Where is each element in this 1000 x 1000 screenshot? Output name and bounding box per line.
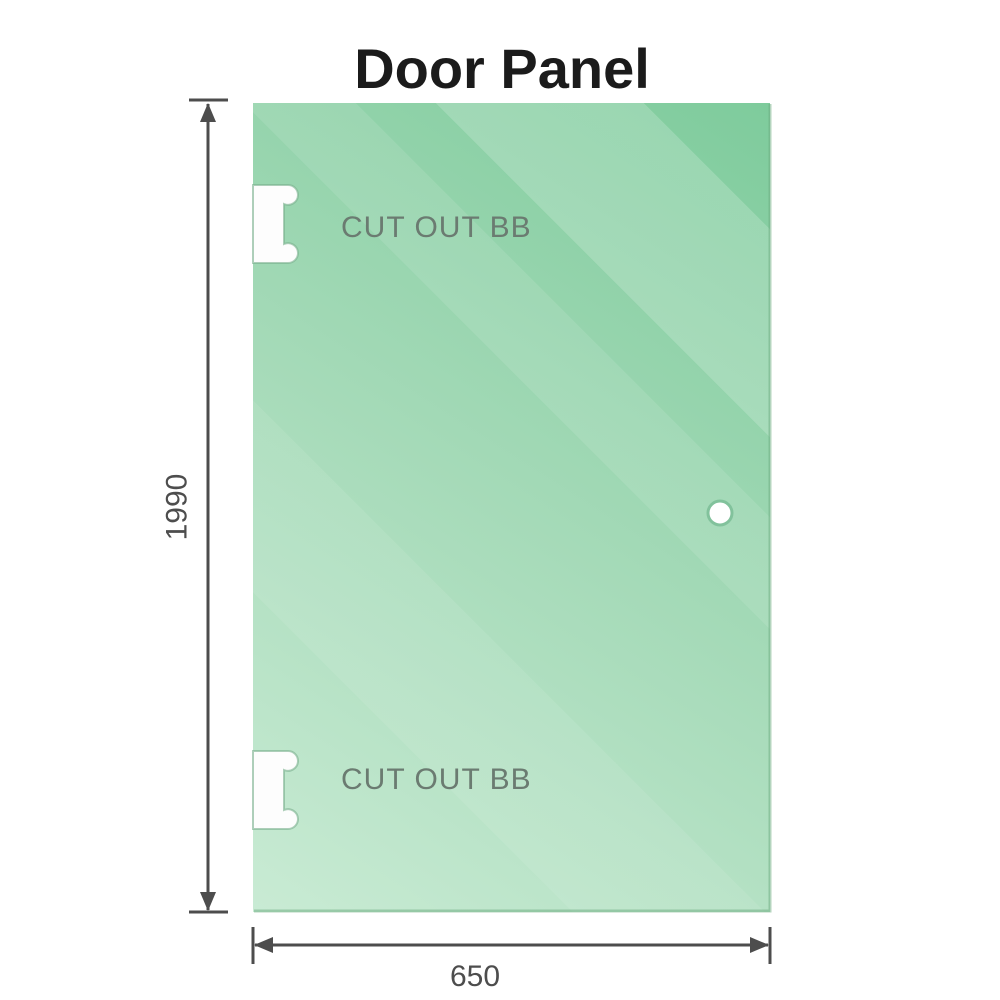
cutout-label-top: CUT OUT BB (341, 211, 532, 244)
arrow-down-icon (200, 892, 216, 911)
arrow-right-icon (750, 937, 769, 953)
width-dim-label: 650 (450, 960, 500, 993)
glass-reflection-stripes (253, 103, 770, 912)
glass-edge-shading (254, 104, 772, 913)
width-dimension: 650 (251, 927, 772, 993)
height-dimension: 1990 (161, 98, 228, 914)
cutout-label-bottom: CUT OUT BB (341, 763, 532, 796)
glass-panel (253, 103, 772, 913)
arrow-left-icon (254, 937, 273, 953)
hinge-cutout-top (252, 184, 300, 264)
arrow-up-icon (200, 103, 216, 122)
diagram-title: Door Panel (354, 37, 650, 100)
height-dim-label: 1990 (161, 474, 194, 541)
handle-hole (706, 499, 734, 527)
